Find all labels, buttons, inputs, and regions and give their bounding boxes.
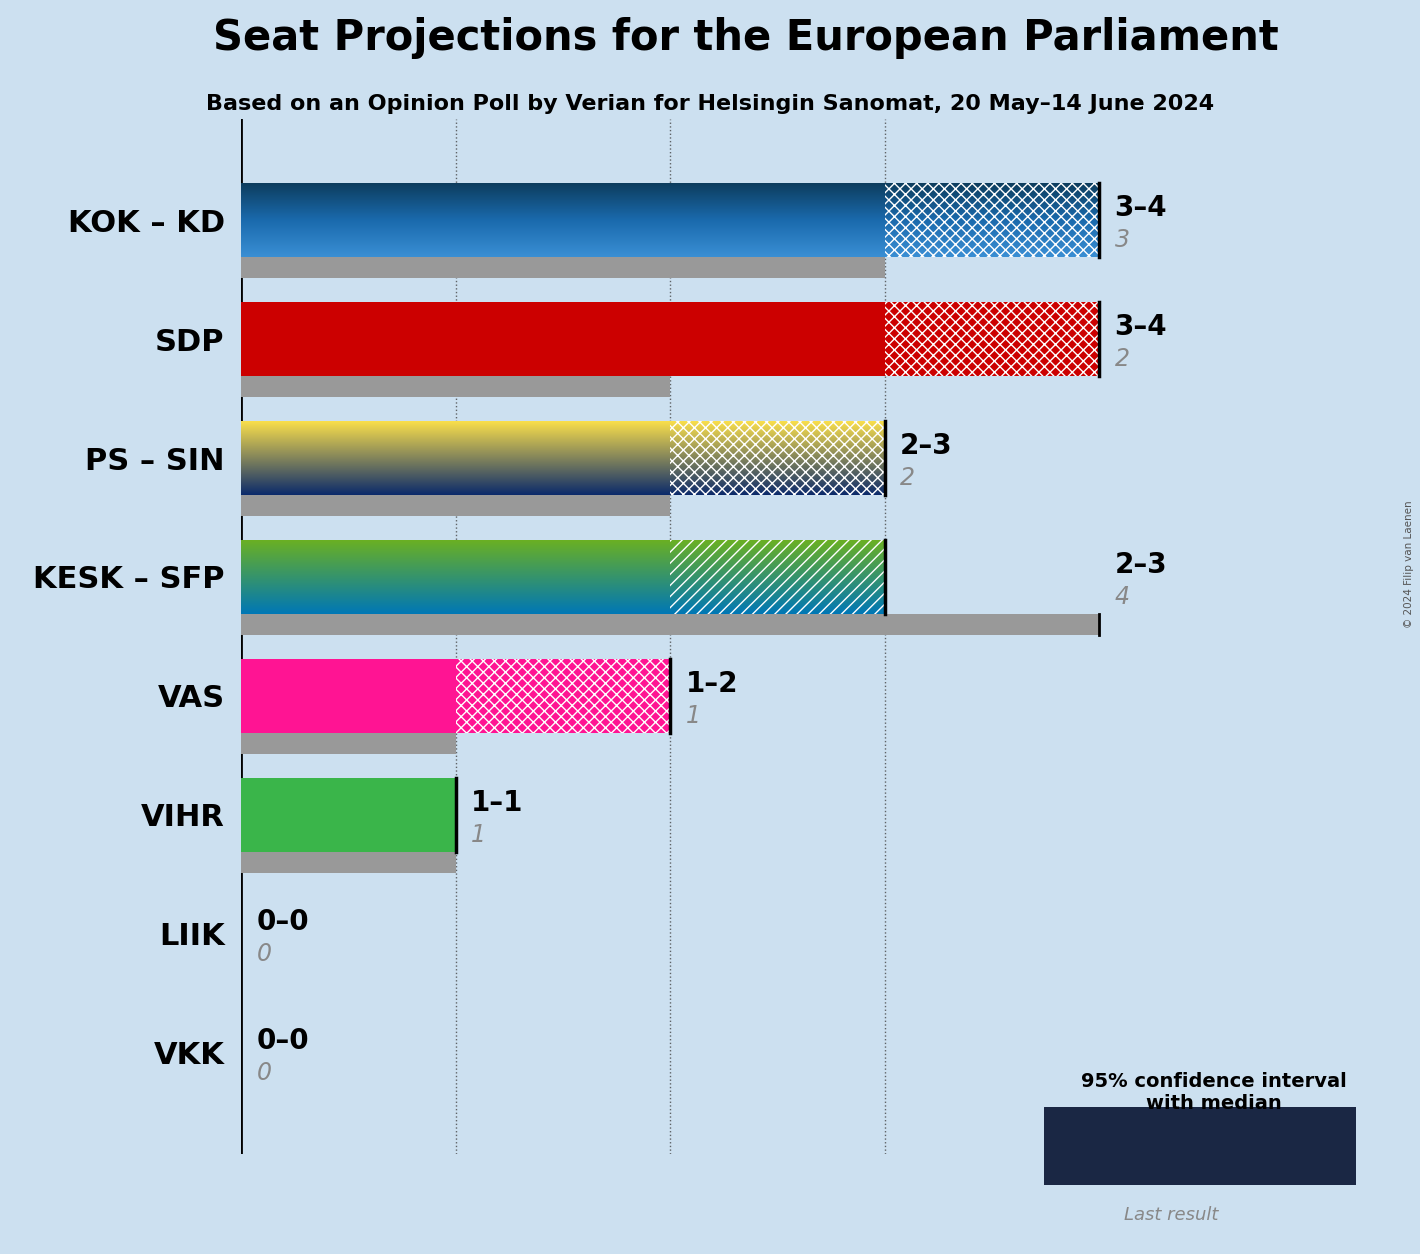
Bar	[241, 495, 670, 517]
Text: 4: 4	[1115, 586, 1129, 609]
Text: 2: 2	[900, 466, 914, 490]
Text: 1–1: 1–1	[471, 789, 524, 816]
Text: 0: 0	[257, 1061, 271, 1085]
Bar	[241, 302, 885, 376]
Text: Based on an Opinion Poll by Verian for Helsingin Sanomat, 20 May–14 June 2024: Based on an Opinion Poll by Verian for H…	[206, 94, 1214, 114]
Bar	[241, 613, 1099, 636]
Bar	[241, 777, 456, 851]
Text: 0: 0	[257, 942, 271, 966]
Bar	[241, 851, 456, 873]
Text: 0–0: 0–0	[257, 908, 310, 935]
Bar	[885, 302, 1099, 376]
Text: 1: 1	[686, 703, 700, 729]
Bar	[241, 257, 885, 278]
Text: © 2024 Filip van Laenen: © 2024 Filip van Laenen	[1403, 500, 1414, 628]
Text: 0–0: 0–0	[257, 1027, 310, 1055]
Text: 2–3: 2–3	[1115, 551, 1167, 579]
Text: 95% confidence interval
with median: 95% confidence interval with median	[1081, 1072, 1348, 1114]
Bar	[1268, 1107, 1356, 1185]
Text: 1–2: 1–2	[686, 670, 738, 698]
Bar	[885, 183, 1099, 257]
Bar	[670, 421, 885, 495]
Text: Last result: Last result	[1125, 1206, 1218, 1224]
Text: 2: 2	[1115, 347, 1129, 371]
Text: 3–4: 3–4	[1115, 314, 1167, 341]
Text: 1: 1	[471, 823, 486, 846]
Bar	[456, 660, 670, 732]
Bar	[670, 540, 885, 613]
Title: Seat Projections for the European Parliament: Seat Projections for the European Parlia…	[213, 16, 1278, 59]
Text: 2–3: 2–3	[900, 433, 953, 460]
Bar	[1200, 1107, 1356, 1185]
Bar	[1044, 1107, 1200, 1185]
Text: 3–4: 3–4	[1115, 194, 1167, 222]
Bar	[241, 376, 670, 398]
Text: 3: 3	[1115, 228, 1129, 252]
Bar	[241, 732, 456, 754]
Bar	[241, 660, 456, 732]
